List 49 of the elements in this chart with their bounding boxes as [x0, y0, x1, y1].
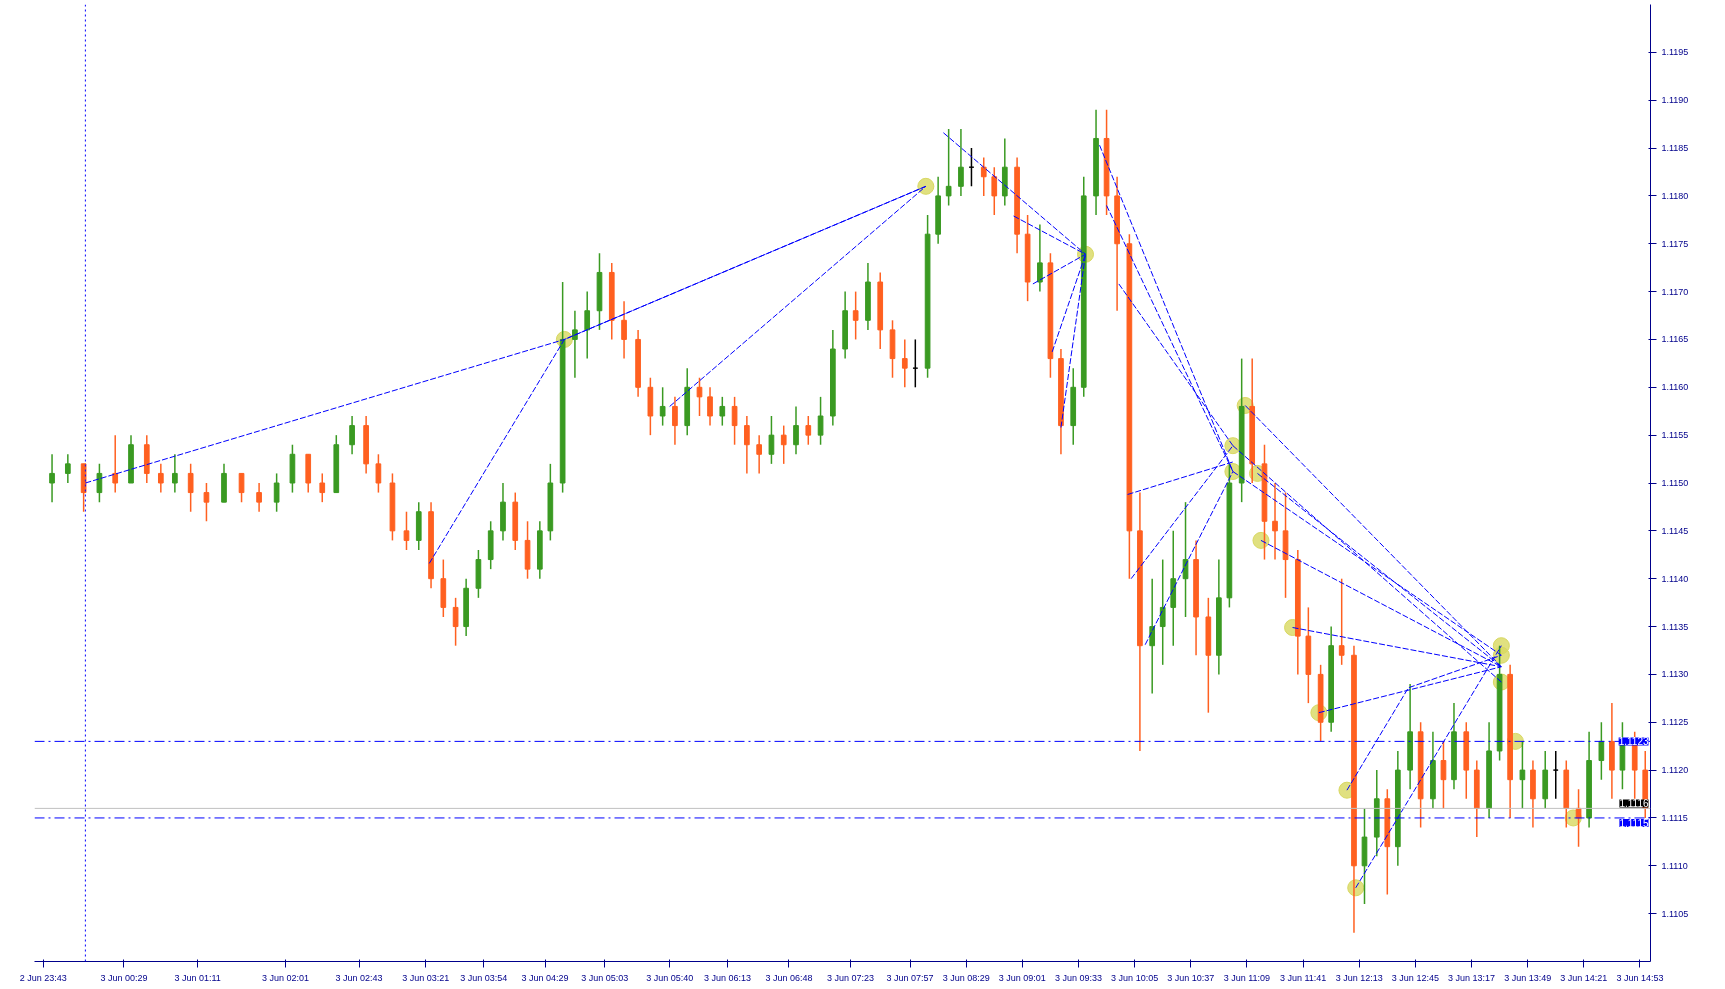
y-tick-label: 1.1110 [1661, 860, 1688, 871]
y-tick-label: 1.1105 [1661, 908, 1689, 919]
ref-line-label: 1.1116 [1619, 798, 1649, 810]
x-tick-label: 3 Jun 14:21 [1560, 972, 1608, 983]
x-tick-label: 3 Jun 04:29 [521, 972, 569, 983]
y-tick-label: 1.1175 [1661, 238, 1689, 249]
x-tick-label: 3 Jun 11:09 [1223, 972, 1271, 983]
x-tick-label: 3 Jun 05:03 [581, 972, 629, 983]
y-tick-label: 1.1185 [1661, 143, 1689, 154]
y-tick-label: 1.1170 [1661, 286, 1689, 297]
x-tick-label: 3 Jun 03:21 [402, 972, 450, 983]
x-tick-label: 3 Jun 13:49 [1504, 972, 1552, 983]
x-tick-label: 3 Jun 09:33 [1054, 972, 1103, 983]
y-tick-label: 1.1180 [1661, 190, 1689, 201]
x-tick-label: 3 Jun 08:29 [942, 972, 990, 983]
x-tick-label: 3 Jun 07:23 [826, 972, 874, 983]
x-tick-label: 3 Jun 05:40 [646, 972, 694, 983]
x-tick-label: 3 Jun 12:13 [1335, 972, 1383, 983]
x-tick-label: 3 Jun 03:54 [460, 972, 508, 983]
y-tick-label: 1.1155 [1661, 430, 1689, 441]
y-tick-label: 1.1160 [1661, 382, 1689, 393]
x-tick-label: 3 Jun 14:53 [1616, 972, 1664, 983]
x-tick-label: 3 Jun 10:37 [1167, 972, 1215, 983]
x-tick-label: 3 Jun 01:11 [174, 972, 221, 983]
y-tick-label: 1.1130 [1661, 669, 1689, 680]
y-tick-label: 1.1150 [1661, 478, 1689, 488]
y-tick-label: 1.1120 [1661, 765, 1689, 776]
x-tick-label: 3 Jun 02:01 [261, 972, 309, 983]
x-tick-label: 2 Jun 23:43 [19, 972, 67, 983]
y-tick-label: 1.1125 [1661, 717, 1689, 728]
x-tick-label: 3 Jun 06:13 [704, 972, 752, 983]
x-tick-label: 3 Jun 11:41 [1279, 972, 1327, 983]
x-tick-label: 3 Jun 07:57 [886, 972, 934, 983]
x-tick-label: 3 Jun 09:01 [998, 972, 1046, 983]
x-tick-label: 3 Jun 13:17 [1448, 972, 1496, 983]
x-tick-label: 3 Jun 10:05 [1111, 972, 1159, 983]
y-tick-label: 1.1145 [1661, 525, 1689, 536]
ref-line-label: 1.1123 [1618, 736, 1649, 748]
ref-line-label: 1.1115 [1619, 817, 1649, 829]
y-tick-label: 1.1135 [1661, 621, 1689, 632]
y-tick-label: 1.1115 [1661, 812, 1688, 823]
y-tick-label: 1.1190 [1661, 95, 1689, 106]
y-tick-label: 1.1165 [1661, 334, 1689, 345]
x-tick-label: 3 Jun 12:45 [1391, 972, 1439, 983]
y-tick-label: 1.1195 [1661, 47, 1689, 58]
x-tick-label: 3 Jun 06:48 [765, 972, 813, 983]
x-tick-label: 3 Jun 00:29 [100, 972, 148, 983]
x-tick-label: 3 Jun 02:43 [335, 972, 383, 983]
y-tick-label: 1.1140 [1661, 573, 1689, 584]
